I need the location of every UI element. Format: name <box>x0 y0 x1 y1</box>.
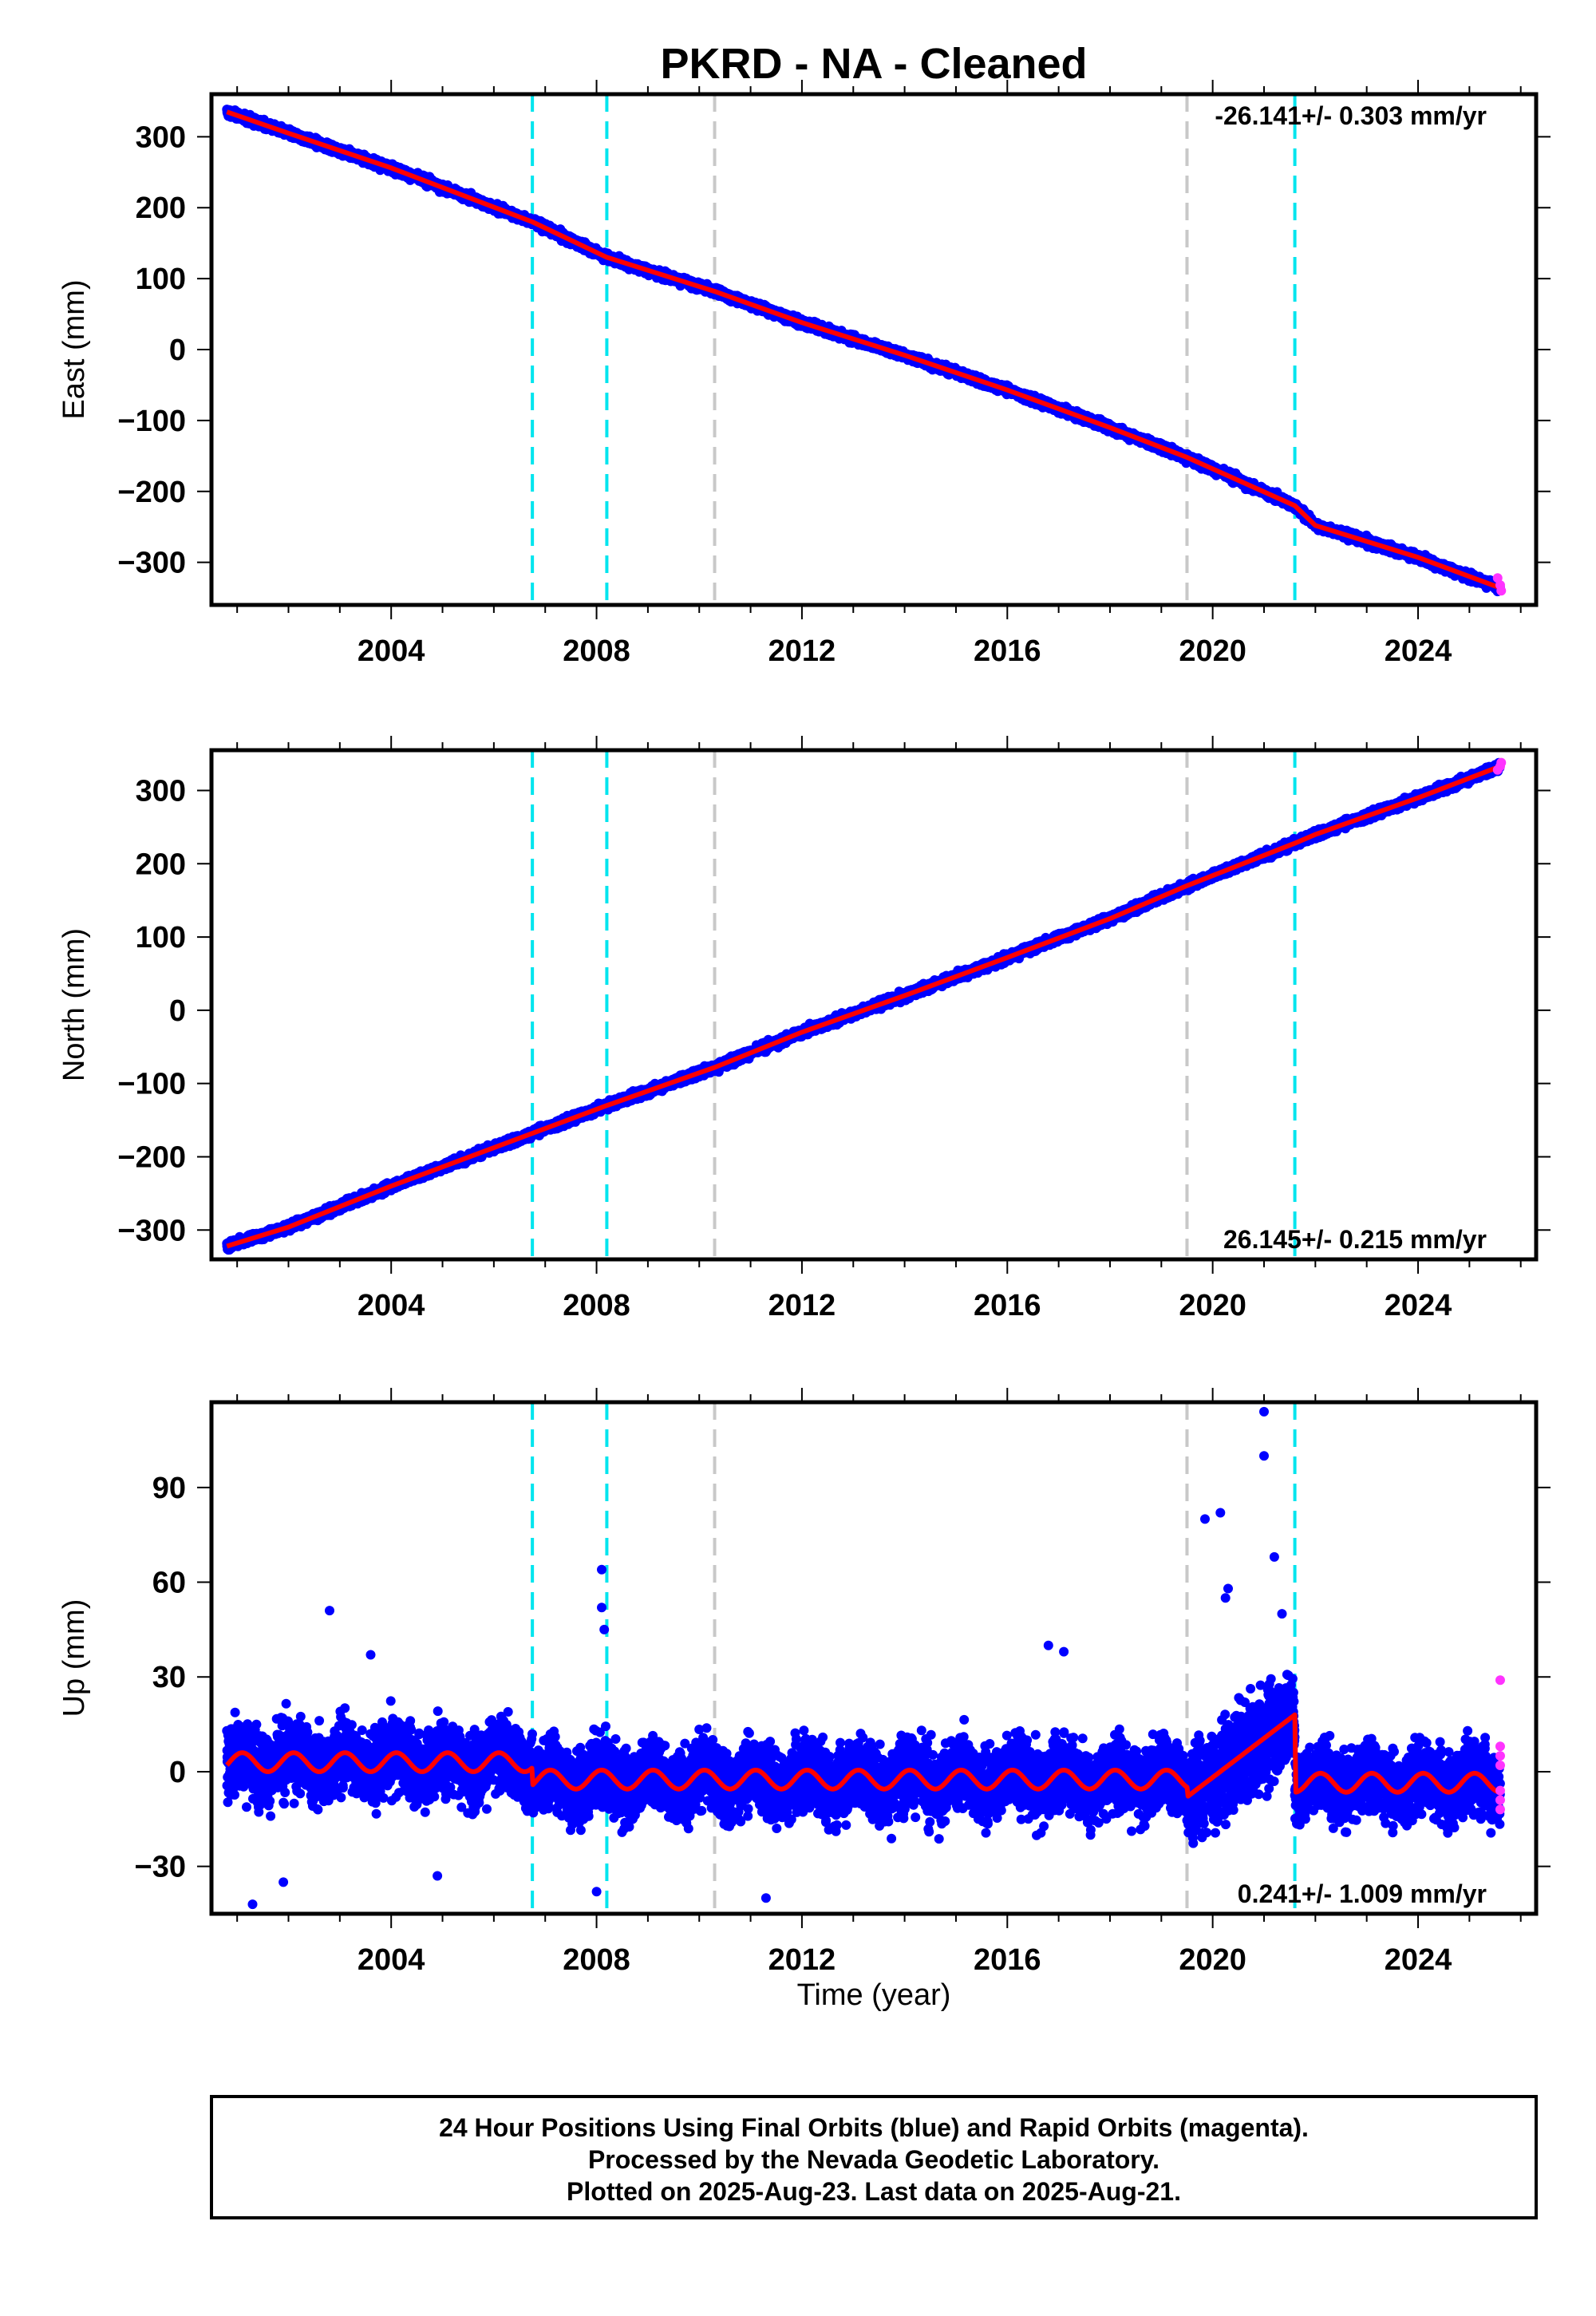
x-tick-label: 2016 <box>974 1289 1041 1322</box>
rapid-orbit-points-c <box>1495 1675 1505 1815</box>
x-tick-label: 2024 <box>1385 634 1452 668</box>
rapid-orbit-points-a <box>1492 573 1507 596</box>
x-tick-label: 2004 <box>358 1943 425 1977</box>
x-tick-label: 2020 <box>1179 634 1246 668</box>
y-tick-label: 0 <box>169 994 186 1028</box>
footer-frame <box>210 2095 1538 2219</box>
x-tick-label: 2008 <box>563 634 630 668</box>
x-tick-label: 2024 <box>1385 1289 1452 1322</box>
x-tick-label: 2012 <box>768 1289 836 1322</box>
footer-line-3: Plotted on 2025-Aug-23. Last data on 202… <box>567 2177 1181 2206</box>
x-tick-label: 2016 <box>974 634 1041 668</box>
plot-frame-c <box>209 1400 1539 1916</box>
model-fit-line <box>225 1712 1502 1799</box>
model-fit-line <box>226 109 1502 591</box>
x-tick-label: 2008 <box>563 1943 630 1977</box>
y-tick-label: −100 <box>117 405 186 438</box>
model-fit-line <box>226 764 1502 1249</box>
y-axis-label-b: North (mm) <box>57 928 91 1081</box>
rapid-point <box>1495 1795 1505 1805</box>
x-tick-label: 2008 <box>563 1289 630 1322</box>
rapid-point <box>1495 1675 1505 1686</box>
x-tick-label: 2020 <box>1179 1943 1246 1977</box>
east-panel: 2004 2008 2012 2016 2020 2024 −300 −200 −100 0 100… <box>57 80 1551 668</box>
y-tick-label: −200 <box>117 476 186 509</box>
plot-frame-b <box>209 748 1539 1262</box>
x-tick-label: 2004 <box>358 1289 425 1322</box>
y-tick-label: −300 <box>117 1214 186 1247</box>
rapid-point <box>1496 586 1507 596</box>
y-tick-label: 0 <box>169 334 186 367</box>
velocity-label-b: 26.145+/- 0.215 mm/yr <box>1223 1225 1487 1254</box>
plot-frame-a <box>209 92 1539 607</box>
x-tick-label: 2016 <box>974 1943 1041 1977</box>
x-tick-label: 2020 <box>1179 1289 1246 1322</box>
y-tick-label: −100 <box>117 1068 186 1101</box>
x-tick-label: 2004 <box>358 634 425 668</box>
footer-line-2: Processed by the Nevada Geodetic Laborat… <box>588 2145 1159 2174</box>
y-tick-label: −30 <box>135 1851 186 1884</box>
footer-box: 24 Hour Positions Using Final Orbits (bl… <box>210 2095 1538 2219</box>
y-tick-label: −300 <box>117 547 186 580</box>
x-axis-label: Time (year) <box>797 1978 951 2012</box>
north-panel: 2004 2008 2012 2016 2020 2024 −300 −200 −100 0 100… <box>57 736 1551 1322</box>
y-tick-label: 90 <box>152 1472 186 1505</box>
rapid-point <box>1495 1751 1505 1761</box>
plot-area-a <box>222 94 1507 605</box>
rapid-point <box>1495 1761 1505 1771</box>
y-tick-label: 300 <box>136 774 186 808</box>
rapid-point <box>1495 1804 1505 1815</box>
y-axis-label-a: East (mm) <box>57 279 91 419</box>
rapid-orbit-points-b <box>1492 757 1507 775</box>
rapid-point <box>1495 1785 1505 1796</box>
velocity-label-a: -26.141+/- 0.303 mm/yr <box>1215 101 1487 130</box>
x-tick-label: 2024 <box>1385 1943 1452 1977</box>
up-panel: 2004 2008 2012 2016 2020 2024 −30 0 30 60 90 Up (mm… <box>57 1388 1551 1977</box>
y-tick-label: 30 <box>152 1661 186 1694</box>
axis-ticks-b <box>197 736 1551 1274</box>
rapid-point <box>1496 757 1507 768</box>
plot-area-b <box>222 750 1507 1259</box>
velocity-label-c: 0.241+/- 1.009 mm/yr <box>1238 1879 1487 1908</box>
y-axis-label-c: Up (mm) <box>57 1599 91 1717</box>
y-tick-label: 0 <box>169 1756 186 1789</box>
x-tick-label: 2012 <box>768 634 836 668</box>
y-tick-label: 100 <box>136 921 186 954</box>
y-tick-label: 100 <box>136 263 186 296</box>
plot-area-c <box>222 1402 1505 1914</box>
y-tick-label: 200 <box>136 192 186 225</box>
y-tick-label: 300 <box>136 121 186 154</box>
figure-title: PKRD - NA - Cleaned <box>660 40 1087 88</box>
y-tick-label: 200 <box>136 848 186 881</box>
x-tick-label: 2012 <box>768 1943 836 1977</box>
footer-line-1: 24 Hour Positions Using Final Orbits (bl… <box>439 2113 1309 2142</box>
y-tick-label: 60 <box>152 1567 186 1600</box>
y-tick-label: −200 <box>117 1140 186 1174</box>
rapid-point <box>1495 1741 1505 1752</box>
